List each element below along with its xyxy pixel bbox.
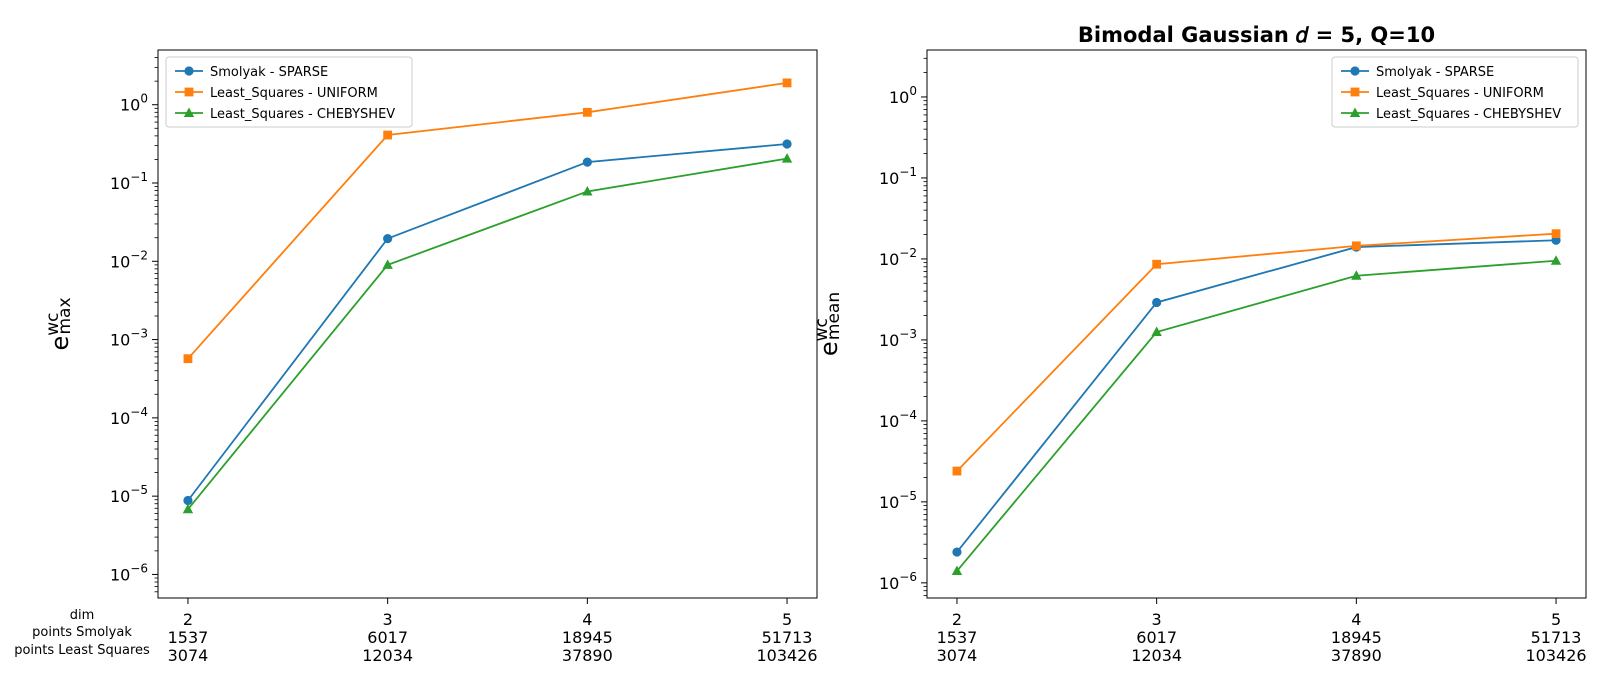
y-axis-label: ewcmax [43,297,75,350]
x-tick-label: 2 [183,610,193,629]
y-tick-label: 10−2 [879,246,917,269]
data-point [1152,297,1162,308]
x-tick-label: 103426 [1526,646,1587,665]
legend-marker [184,87,194,97]
data-point [782,139,792,149]
x-tick-label: 12034 [1131,646,1182,665]
x-tick-label: 18945 [1331,628,1382,647]
y-tick-label: 10−5 [110,483,148,506]
x-tick-label: 37890 [1331,646,1382,665]
x-tick-label: 51713 [762,628,813,647]
y-tick-label: 10−3 [110,327,148,350]
x-tick-label: 1537 [937,628,978,647]
x-tick-label: 6017 [1136,628,1177,647]
series-line-1 [956,239,1557,553]
legend-label: Smolyak - SPARSE [1376,65,1494,80]
data-point [582,157,592,167]
data-point [1351,241,1361,251]
x-tick-label: 2 [952,610,962,629]
data-point [1152,259,1162,269]
data-point [952,547,962,557]
series-line-2 [187,82,788,360]
legend-label: Least_Squares - CHEBYSHEV [210,107,395,122]
x-tick-label: 5 [782,610,792,629]
series-line-1 [187,143,788,502]
y-axis-label: ewcmean [812,292,844,356]
x-tick-label: 5 [1551,610,1561,629]
x-tick-label: 4 [1351,610,1361,629]
data-point [781,153,793,163]
data-point [1550,255,1562,265]
plot-frame [157,49,818,599]
legend-box [1331,56,1579,128]
data-point [951,565,963,576]
x-tick-label: 12034 [362,646,413,665]
x-tick-label: 103426 [757,646,818,665]
series-line-3 [956,259,1557,572]
x-tick-label: 3 [383,610,393,629]
data-point [383,130,393,140]
row-label: points Least Squares [14,643,150,658]
data-point [1351,270,1362,280]
y-tick-label: 100 [120,92,148,115]
legend-label: Least_Squares - CHEBYSHEV [1376,107,1561,122]
x-tick-label: 6017 [367,628,408,647]
data-point [582,107,592,117]
row-label: dim [70,608,95,623]
plot-frame [926,49,1587,599]
y-tick-label: 10−4 [879,408,917,431]
data-point [1151,326,1162,337]
legend-marker [1350,66,1360,76]
legend-marker [1349,107,1361,117]
data-point [582,185,593,196]
y-tick-label: 100 [889,84,917,107]
y-tick-label: 10−5 [879,489,917,512]
legend-marker [184,66,194,76]
legend: Smolyak - SPARSE Least_Squares - UNIFORM L… [1331,56,1579,128]
legend-marker [183,107,195,117]
data-point [782,78,792,88]
y-tick-label: 10−1 [110,170,148,193]
y-tick-label: 10−6 [110,561,148,584]
chart-title: Bimodal Gaussian 𝑑 = 5, Q=10 [1078,23,1435,47]
x-tick-label: 3 [1152,610,1162,629]
series-line-2 [956,232,1557,472]
y-tick-label: 10−6 [879,570,917,593]
legend-box [165,56,413,128]
y-tick-label: 10−3 [879,327,917,350]
data-point [383,233,393,244]
y-tick-label: 10−4 [110,405,148,428]
x-tick-label: 4 [582,610,592,629]
data-point [1551,229,1561,239]
legend-label: Least_Squares - UNIFORM [1376,86,1544,101]
y-tick-label: 10−2 [110,248,148,271]
x-tick-label: 37890 [562,646,613,665]
y-tick-label: 10−1 [879,165,917,188]
legend-label: Smolyak - SPARSE [210,65,328,80]
legend-label: Least_Squares - UNIFORM [210,86,378,101]
legend-marker [1350,87,1360,97]
x-tick-label: 3074 [168,646,209,665]
x-tick-label: 3074 [937,646,978,665]
data-point [952,466,962,476]
row-label: points Smolyak [32,625,132,640]
x-tick-label: 18945 [562,628,613,647]
data-point [183,354,193,364]
x-tick-label: 1537 [168,628,209,647]
legend: Smolyak - SPARSE Least_Squares - UNIFORM L… [165,56,413,128]
x-tick-label: 51713 [1531,628,1582,647]
data-point [382,259,393,269]
data-point [182,503,194,514]
series-line-3 [187,157,788,510]
data-point [183,495,193,506]
